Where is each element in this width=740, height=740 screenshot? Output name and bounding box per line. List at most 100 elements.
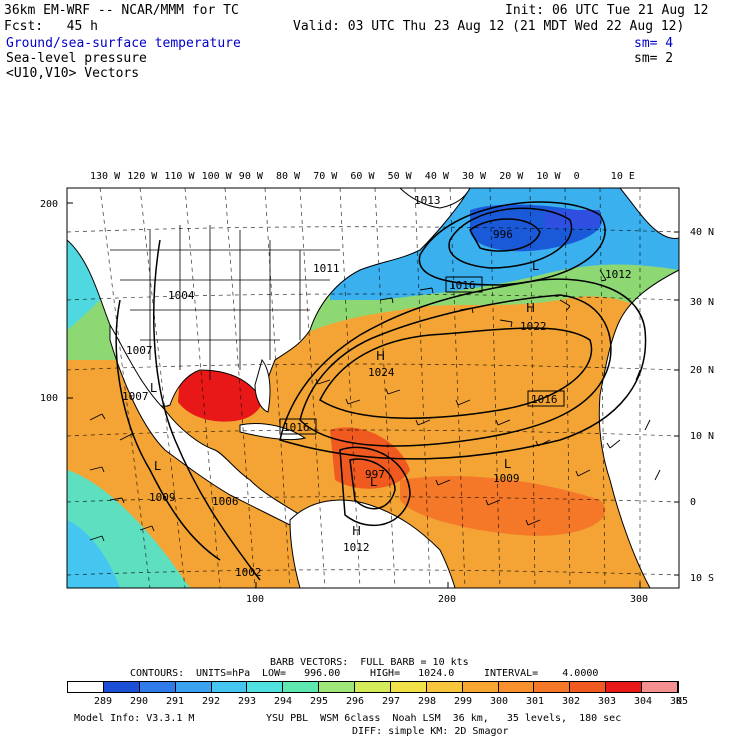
colorbar-swatch — [139, 682, 176, 692]
colorbar-label: 304 — [634, 696, 653, 707]
high-marker: H — [376, 349, 385, 363]
colorbar-swatch — [426, 682, 463, 692]
contours-high: HIGH= 1024.0 — [370, 668, 455, 679]
colorbar-swatch — [319, 682, 355, 692]
south-america-land — [289, 499, 456, 588]
colorbar-swatch — [103, 682, 140, 692]
pressure-label: 1006 — [212, 495, 239, 508]
colorbar-swatch — [642, 682, 678, 692]
longitude-label: 120 W — [127, 171, 158, 182]
atlantic-warm-patch — [400, 476, 606, 536]
colorbar-label: 301 — [526, 696, 545, 707]
longitude-label: 80 W — [276, 171, 301, 182]
low-marker: L — [370, 475, 377, 489]
lat-label: 30 N — [690, 297, 715, 308]
colorbar-swatch — [175, 682, 212, 692]
lat-label: 40 N — [690, 227, 715, 238]
longitude-label: 90 W — [238, 171, 263, 182]
low-marker: L — [150, 381, 157, 395]
colorbar-label: 302 — [562, 696, 581, 707]
colorbar-label: 289 — [94, 696, 113, 707]
pressure-label: 1011 — [313, 262, 340, 275]
isobar-1016 — [279, 278, 647, 460]
pressure-label: 1007 — [126, 344, 153, 357]
contours-interval: INTERVAL= 4.0000 — [484, 668, 599, 679]
longitude-label: 60 W — [350, 171, 375, 182]
pressure-label: 1016 — [531, 393, 558, 406]
longitude-label: 70 W — [313, 171, 338, 182]
pressure-label: 1007 — [122, 390, 149, 403]
field-slp-smoothing: sm= 2 — [634, 51, 674, 66]
cuba-land — [239, 422, 307, 441]
bottom-tick-label: 200 — [438, 594, 457, 605]
low-marker: L — [154, 459, 161, 473]
barb-legend: BARB VECTORS: FULL BARB = 10 kts — [270, 657, 469, 668]
isobar-1012-west — [153, 239, 261, 581]
contours-label: CONTOURS: — [130, 668, 185, 679]
physics-line-2: DIFF: simple KM: 2D Smagor — [352, 726, 509, 737]
colorbar-swatch — [355, 682, 391, 692]
longitude-label: 100 W — [201, 171, 232, 182]
longitude-label: 0 — [573, 171, 580, 182]
colorbar-swatch — [247, 682, 284, 692]
colorbar-unit: K — [676, 696, 683, 707]
pressure-label: 1009 — [493, 472, 520, 485]
high-marker: H — [352, 524, 361, 538]
pressure-label: 1012 — [343, 541, 370, 554]
colorbar-swatch — [606, 682, 642, 692]
pressure-label: 1022 — [520, 320, 547, 333]
longitude-label: 20 W — [499, 171, 524, 182]
colorbar — [67, 681, 679, 693]
model-title: 36km EM-WRF -- NCAR/MMM for TC — [4, 3, 239, 18]
lat-label: 0 — [690, 497, 697, 508]
longitude-label: 40 W — [424, 171, 449, 182]
colorbar-swatch — [283, 682, 320, 692]
europe-land — [619, 188, 679, 239]
left-tick-label: 200 — [40, 199, 59, 210]
lat-label: 20 N — [690, 365, 715, 376]
colorbar-swatch — [68, 682, 104, 692]
lat-label: 10 S — [690, 573, 715, 584]
longitude-label: 10 E — [610, 171, 635, 182]
colorbar-label: 299 — [454, 696, 473, 707]
pressure-label: 1009 — [149, 491, 176, 504]
colorbar-label: 297 — [382, 696, 401, 707]
map-frame — [66, 187, 680, 589]
forecast-hour: Fcst: 45 h — [4, 19, 98, 34]
physics-line-1: YSU PBL WSM 6class Noah LSM 36 km, 35 le… — [266, 713, 622, 724]
isobar-1020 — [299, 294, 612, 447]
bottom-tick-label: 100 — [246, 594, 265, 605]
left-tick-label: 100 — [40, 393, 59, 404]
colorbar-swatch — [534, 682, 571, 692]
colorbar-swatch — [462, 682, 499, 692]
pressure-label: 996 — [493, 228, 513, 241]
pressure-label: 1024 — [368, 366, 395, 379]
colorbar-label: 303 — [598, 696, 617, 707]
longitude-label: 30 W — [462, 171, 487, 182]
pressure-label: 997 — [365, 468, 385, 481]
pressure-label: 1016 — [449, 279, 476, 292]
longitude-label: 130 W — [90, 171, 121, 182]
colorbar-label: 296 — [346, 696, 365, 707]
isobar-1012-low — [339, 446, 411, 526]
greenland-land — [399, 188, 471, 209]
colorbar-label: 293 — [238, 696, 257, 707]
lat-label: 10 N — [690, 431, 715, 442]
isobar-1008-low — [349, 458, 396, 510]
colorbar-label: 290 — [130, 696, 149, 707]
contours-low: LOW= 996.00 — [262, 668, 341, 679]
high-marker: H — [526, 301, 535, 315]
isobar-996 — [469, 218, 541, 252]
valid-time: Valid: 03 UTC Thu 23 Aug 12 (21 MDT Wed … — [293, 19, 685, 34]
colorbar-swatch — [570, 682, 607, 692]
low-marker: L — [504, 457, 511, 471]
colorbar-label: 291 — [166, 696, 185, 707]
field-vectors-label: <U10,V10> Vectors — [6, 66, 140, 81]
africa-land — [598, 188, 679, 588]
longitude-label: 110 W — [164, 171, 195, 182]
colorbar-swatch — [498, 682, 535, 692]
colorbar-swatch — [211, 682, 248, 692]
longitude-label: 10 W — [536, 171, 561, 182]
bottom-tick-label: 300 — [630, 594, 649, 605]
field-slp-label: Sea-level pressure — [6, 51, 147, 66]
